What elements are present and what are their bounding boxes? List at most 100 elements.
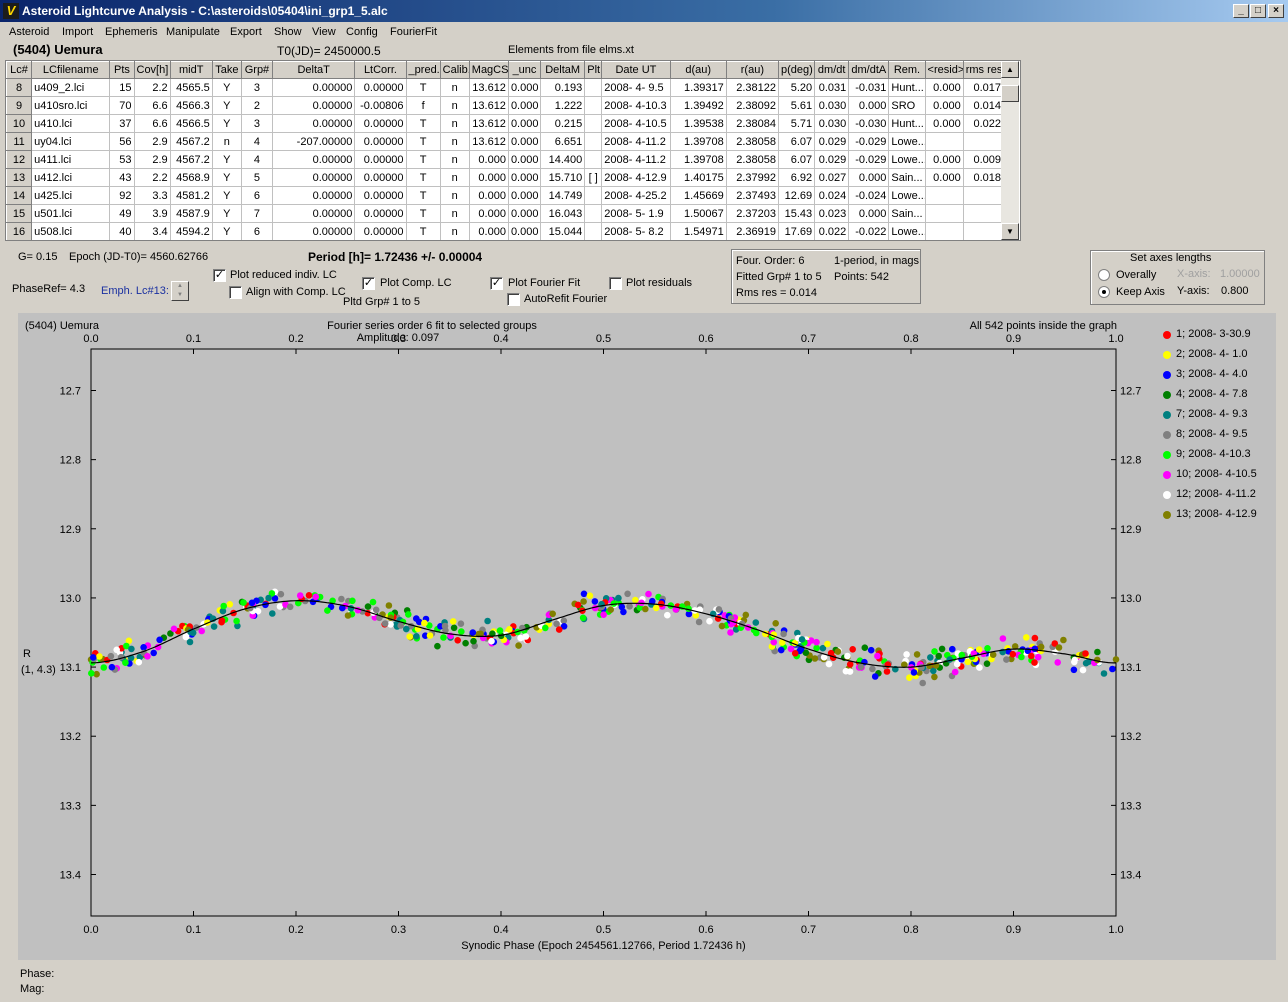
plot-comp-checkbox[interactable]: ✓ (362, 277, 375, 290)
column-header[interactable]: _unc (507, 61, 542, 79)
column-header[interactable]: p(deg) (777, 61, 816, 79)
x-axis-value[interactable]: 1.00000 (1220, 268, 1260, 280)
table-row[interactable]: 11 uy04.lci 56 2.9 4567.2 n 4 -207.00000 0.00000… (6, 132, 1005, 151)
menu-show[interactable]: Show (274, 26, 302, 38)
data-point (844, 652, 851, 660)
plot-residuals-checkbox[interactable] (609, 277, 622, 290)
table-cell: 0.014 (963, 96, 1005, 115)
data-point (426, 632, 434, 639)
menu-manipulate[interactable]: Manipulate (166, 26, 220, 38)
table-cell: u410sro.lci (31, 96, 111, 115)
y-tick-label-right: 13.2 (1120, 731, 1141, 743)
data-point (692, 612, 700, 619)
data-point (198, 627, 205, 635)
spin-up-icon[interactable]: ▲ (177, 283, 183, 289)
row-header[interactable]: 8 (6, 78, 33, 97)
column-header[interactable]: d(au) (669, 61, 727, 79)
restore-button[interactable]: □ (1250, 4, 1266, 18)
row-header[interactable]: 15 (6, 204, 33, 223)
column-header[interactable]: MagCS (468, 61, 509, 79)
column-header[interactable]: DeltaT (272, 61, 356, 79)
column-header[interactable]: rms res (962, 61, 1005, 79)
menu-export[interactable]: Export (230, 26, 262, 38)
column-header[interactable]: Grp# (240, 61, 274, 79)
menu-fourierfit[interactable]: FourierFit (390, 26, 438, 38)
lightcurve-plot-panel[interactable]: 0.0 0.0 0.1 0.1 0.2 0.2 0.3 0.3 0.4 0.4 0.5 0.5 0.6 0… (18, 313, 1276, 960)
table-row[interactable]: 9 u410sro.lci 70 6.6 4566.3 Y 2 0.00000 -0.00806… (6, 96, 1005, 115)
row-header[interactable]: 14 (6, 186, 33, 205)
data-point (329, 597, 336, 605)
menu-import[interactable]: Import (62, 26, 94, 38)
table-cell: 15.43 (778, 204, 816, 223)
data-point (123, 642, 130, 650)
row-header[interactable]: 11 (6, 132, 33, 151)
y-tick-label-right: 12.8 (1120, 455, 1141, 467)
row-header[interactable]: 10 (6, 114, 33, 133)
autorefit-checkbox[interactable] (507, 293, 520, 306)
row-header[interactable]: 9 (6, 96, 33, 115)
data-point (125, 637, 133, 645)
column-header[interactable]: _pred. (405, 61, 441, 79)
legend-marker (1163, 431, 1171, 439)
column-header[interactable]: r(au) (725, 61, 779, 79)
table-cell: 0.000 (848, 168, 890, 187)
column-header[interactable]: LCfilename (31, 61, 111, 79)
row-header[interactable]: 12 (6, 150, 33, 169)
spin-down-icon[interactable]: ▼ (177, 292, 183, 298)
minimize-button[interactable]: _ (1233, 4, 1249, 18)
column-header[interactable]: <resid> (924, 61, 964, 79)
row-header[interactable]: 13 (6, 168, 33, 187)
table-cell: Y (212, 150, 242, 169)
scroll-thumb[interactable] (1001, 85, 1019, 102)
data-point (919, 679, 926, 687)
align-comp-checkbox[interactable] (229, 286, 242, 299)
grid-scrollbar[interactable]: ▲ ▼ (1001, 61, 1019, 240)
column-header[interactable]: Take (211, 61, 242, 79)
menu-asteroid[interactable]: Asteroid (9, 26, 50, 38)
column-header[interactable]: dm/dtA (848, 61, 890, 79)
close-button[interactable]: × (1268, 4, 1284, 18)
scroll-up-icon[interactable]: ▲ (1001, 61, 1019, 78)
column-header[interactable]: Cov[h] (133, 61, 171, 79)
lightcurve-grid[interactable]: Lc# LCfilename Pts Cov[h] midT Take Grp# DeltaT… (5, 60, 1021, 241)
lightcurve-plot[interactable]: 0.0 0.0 0.1 0.1 0.2 0.2 0.3 0.3 0.4 0.4 0.5 0.5 0.6 0… (18, 313, 1276, 960)
column-header[interactable]: Date UT (601, 61, 671, 79)
column-header[interactable]: dm/dt (814, 61, 850, 79)
column-header[interactable]: Calib. (439, 61, 470, 79)
scroll-down-icon[interactable]: ▼ (1001, 223, 1019, 240)
column-header[interactable]: midT (169, 61, 213, 79)
table-cell: 2008- 4-10.3 (601, 96, 671, 115)
menu-ephemeris[interactable]: Ephemeris (105, 26, 158, 38)
table-cell: Sain... (888, 204, 926, 223)
column-header[interactable]: Pts (109, 61, 135, 79)
column-header[interactable]: LtCorr. (354, 61, 407, 79)
y-axis-value[interactable]: 0.800 (1221, 285, 1249, 297)
menu-view[interactable]: View (312, 26, 336, 38)
column-header[interactable]: DeltaM (540, 61, 586, 79)
emph-lc-spinner[interactable]: ▲ ▼ (171, 281, 189, 301)
table-cell: 13.612 (469, 78, 509, 97)
data-point (827, 649, 835, 657)
y-tick-label-left: 12.7 (60, 385, 81, 397)
table-cell: 6 (241, 222, 274, 240)
menu-config[interactable]: Config (346, 26, 378, 38)
data-point (624, 590, 631, 598)
column-header[interactable]: Lc# (6, 61, 33, 79)
column-header[interactable]: Plt (584, 61, 603, 79)
plot-reduced-checkbox[interactable]: ✓ (213, 269, 226, 282)
plot-fourier-checkbox[interactable]: ✓ (490, 277, 503, 290)
keep-axis-radio[interactable] (1098, 286, 1110, 298)
table-cell: 16.043 (540, 204, 586, 223)
row-header[interactable]: 16 (6, 222, 33, 240)
data-point (820, 654, 828, 661)
data-point (770, 638, 778, 646)
overally-radio[interactable] (1098, 269, 1110, 281)
column-header[interactable]: Rem. (888, 61, 926, 79)
